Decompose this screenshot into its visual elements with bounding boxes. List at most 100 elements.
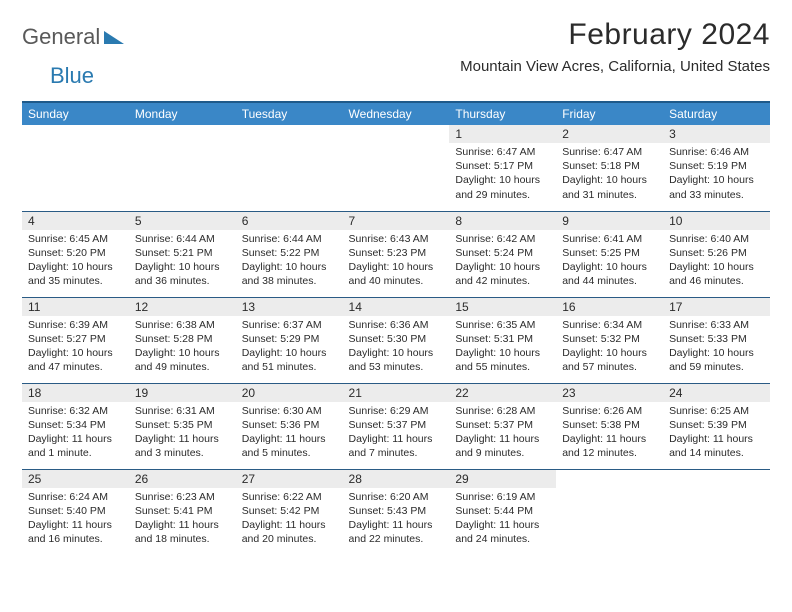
day-info: Sunrise: 6:23 AMSunset: 5:41 PMDaylight:…: [129, 488, 236, 551]
calendar-day-cell: 6Sunrise: 6:44 AMSunset: 5:22 PMDaylight…: [236, 211, 343, 297]
sunset-text: Sunset: 5:27 PM: [28, 332, 123, 346]
sunrise-text: Sunrise: 6:32 AM: [28, 404, 123, 418]
sunset-text: Sunset: 5:20 PM: [28, 246, 123, 260]
weekday-saturday: Saturday: [663, 102, 770, 125]
calendar-day-cell: [663, 469, 770, 555]
sunrise-text: Sunrise: 6:36 AM: [349, 318, 444, 332]
daylight-text: Daylight: 11 hours and 22 minutes.: [349, 518, 444, 546]
daylight-text: Daylight: 10 hours and 55 minutes.: [455, 346, 550, 374]
calendar-day-cell: 17Sunrise: 6:33 AMSunset: 5:33 PMDayligh…: [663, 297, 770, 383]
daylight-text: Daylight: 10 hours and 42 minutes.: [455, 260, 550, 288]
day-info: Sunrise: 6:35 AMSunset: 5:31 PMDaylight:…: [449, 316, 556, 379]
sunrise-text: Sunrise: 6:47 AM: [562, 145, 657, 159]
daylight-text: Daylight: 10 hours and 35 minutes.: [28, 260, 123, 288]
location-text: Mountain View Acres, California, United …: [460, 58, 770, 75]
weekday-wednesday: Wednesday: [343, 102, 450, 125]
calendar-day-cell: 1 Sunrise: 6:47 AMSunset: 5:17 PMDaylight…: [449, 125, 556, 211]
title-block: February 2024 Mountain View Acres, Calif…: [460, 18, 770, 75]
daylight-text: Daylight: 11 hours and 7 minutes.: [349, 432, 444, 460]
weekday-monday: Monday: [129, 102, 236, 125]
calendar-body: 1Sunrise: 6:47 AMSunset: 5:17 PMDaylight…: [22, 125, 770, 555]
sunrise-text: Sunrise: 6:47 AM: [455, 145, 550, 159]
day-number: 27: [236, 470, 343, 488]
daylight-text: Daylight: 10 hours and 29 minutes.: [455, 173, 550, 201]
sunset-text: Sunset: 5:29 PM: [242, 332, 337, 346]
sunset-text: Sunset: 5:35 PM: [135, 418, 230, 432]
sunrise-text: Sunrise: 6:46 AM: [669, 145, 764, 159]
weekday-thursday: Thursday: [449, 102, 556, 125]
day-number: 20: [236, 384, 343, 402]
day-info: Sunrise: 6:30 AMSunset: 5:36 PMDaylight:…: [236, 402, 343, 465]
calendar-day-cell: 27Sunrise: 6:22 AMSunset: 5:42 PMDayligh…: [236, 469, 343, 555]
calendar-day-cell: 11Sunrise: 6:39 AMSunset: 5:27 PMDayligh…: [22, 297, 129, 383]
calendar-day-cell: 18Sunrise: 6:32 AMSunset: 5:34 PMDayligh…: [22, 383, 129, 469]
daylight-text: Daylight: 11 hours and 24 minutes.: [455, 518, 550, 546]
calendar-day-cell: [22, 125, 129, 211]
calendar-day-cell: 19Sunrise: 6:31 AMSunset: 5:35 PMDayligh…: [129, 383, 236, 469]
calendar-day-cell: 24Sunrise: 6:25 AMSunset: 5:39 PMDayligh…: [663, 383, 770, 469]
calendar-day-cell: 13Sunrise: 6:37 AMSunset: 5:29 PMDayligh…: [236, 297, 343, 383]
day-info: Sunrise: 6:22 AMSunset: 5:42 PMDaylight:…: [236, 488, 343, 551]
day-info: Sunrise: 6:20 AMSunset: 5:43 PMDaylight:…: [343, 488, 450, 551]
day-number: 11: [22, 298, 129, 316]
weekday-friday: Friday: [556, 102, 663, 125]
day-info: Sunrise: 6:31 AMSunset: 5:35 PMDaylight:…: [129, 402, 236, 465]
sunrise-text: Sunrise: 6:19 AM: [455, 490, 550, 504]
sunrise-text: Sunrise: 6:24 AM: [28, 490, 123, 504]
daylight-text: Daylight: 10 hours and 47 minutes.: [28, 346, 123, 374]
day-number: 24: [663, 384, 770, 402]
sunrise-text: Sunrise: 6:29 AM: [349, 404, 444, 418]
month-title: February 2024: [460, 18, 770, 52]
sunset-text: Sunset: 5:24 PM: [455, 246, 550, 260]
day-number: 22: [449, 384, 556, 402]
calendar-day-cell: [236, 125, 343, 211]
sunrise-text: Sunrise: 6:40 AM: [669, 232, 764, 246]
calendar-day-cell: 15Sunrise: 6:35 AMSunset: 5:31 PMDayligh…: [449, 297, 556, 383]
day-number: 19: [129, 384, 236, 402]
day-info: Sunrise: 6:47 AMSunset: 5:18 PMDaylight:…: [556, 143, 663, 206]
sunset-text: Sunset: 5:38 PM: [562, 418, 657, 432]
day-number: 1: [449, 125, 556, 143]
day-number: 16: [556, 298, 663, 316]
sunrise-text: Sunrise: 6:35 AM: [455, 318, 550, 332]
weekday-tuesday: Tuesday: [236, 102, 343, 125]
calendar-day-cell: 9Sunrise: 6:41 AMSunset: 5:25 PMDaylight…: [556, 211, 663, 297]
day-info: Sunrise: 6:33 AMSunset: 5:33 PMDaylight:…: [663, 316, 770, 379]
sunrise-text: Sunrise: 6:20 AM: [349, 490, 444, 504]
day-number: 10: [663, 212, 770, 230]
day-number: 2: [556, 125, 663, 143]
daylight-text: Daylight: 10 hours and 36 minutes.: [135, 260, 230, 288]
calendar-day-cell: [556, 469, 663, 555]
calendar-day-cell: [343, 125, 450, 211]
calendar-day-cell: [129, 125, 236, 211]
sunset-text: Sunset: 5:30 PM: [349, 332, 444, 346]
day-info: Sunrise: 6:42 AMSunset: 5:24 PMDaylight:…: [449, 230, 556, 293]
daylight-text: Daylight: 10 hours and 38 minutes.: [242, 260, 337, 288]
day-number: 6: [236, 212, 343, 230]
weekday-sunday: Sunday: [22, 102, 129, 125]
day-info: Sunrise: 6:28 AMSunset: 5:37 PMDaylight:…: [449, 402, 556, 465]
calendar-day-cell: 20Sunrise: 6:30 AMSunset: 5:36 PMDayligh…: [236, 383, 343, 469]
sunset-text: Sunset: 5:18 PM: [562, 159, 657, 173]
day-number: 4: [22, 212, 129, 230]
day-info: Sunrise: 6:46 AMSunset: 5:19 PMDaylight:…: [663, 143, 770, 206]
sunrise-text: Sunrise: 6:33 AM: [669, 318, 764, 332]
sunset-text: Sunset: 5:28 PM: [135, 332, 230, 346]
sunset-text: Sunset: 5:39 PM: [669, 418, 764, 432]
sunset-text: Sunset: 5:32 PM: [562, 332, 657, 346]
day-number: 5: [129, 212, 236, 230]
sunset-text: Sunset: 5:37 PM: [455, 418, 550, 432]
sunrise-text: Sunrise: 6:41 AM: [562, 232, 657, 246]
calendar-day-cell: 16Sunrise: 6:34 AMSunset: 5:32 PMDayligh…: [556, 297, 663, 383]
calendar-day-cell: 7Sunrise: 6:43 AMSunset: 5:23 PMDaylight…: [343, 211, 450, 297]
sunset-text: Sunset: 5:17 PM: [455, 159, 550, 173]
calendar-table: Sunday Monday Tuesday Wednesday Thursday…: [22, 101, 770, 555]
calendar-week-row: 1Sunrise: 6:47 AMSunset: 5:17 PMDaylight…: [22, 125, 770, 211]
daylight-text: Daylight: 10 hours and 40 minutes.: [349, 260, 444, 288]
day-number: 9: [556, 212, 663, 230]
day-number: 14: [343, 298, 450, 316]
daylight-text: Daylight: 10 hours and 51 minutes.: [242, 346, 337, 374]
daylight-text: Daylight: 10 hours and 59 minutes.: [669, 346, 764, 374]
calendar-day-cell: 28Sunrise: 6:20 AMSunset: 5:43 PMDayligh…: [343, 469, 450, 555]
day-info: Sunrise: 6:38 AMSunset: 5:28 PMDaylight:…: [129, 316, 236, 379]
